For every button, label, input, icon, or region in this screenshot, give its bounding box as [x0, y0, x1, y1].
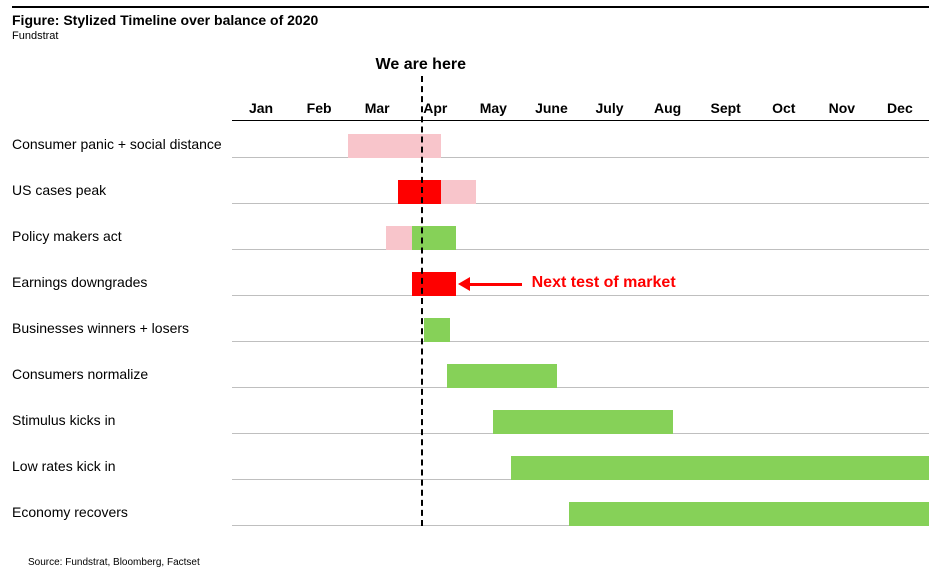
timeline-row: Consumers normalize: [12, 364, 929, 388]
timeline-segment: [493, 410, 673, 434]
month-label: June: [522, 96, 580, 120]
month-label: Oct: [755, 96, 813, 120]
timeline-segment: [412, 226, 456, 250]
month-label: May: [464, 96, 522, 120]
timeline-segment: [511, 456, 929, 480]
row-label: Policy makers act: [12, 228, 122, 244]
row-label: Businesses winners + losers: [12, 320, 189, 336]
timeline-segment: [412, 272, 456, 296]
row-label: US cases peak: [12, 182, 106, 198]
row-label: Consumers normalize: [12, 366, 148, 382]
timeline-row: Businesses winners + losers: [12, 318, 929, 342]
callout-text: Next test of market: [532, 274, 676, 292]
timeline-segment: [398, 180, 442, 204]
row-axis: [232, 295, 929, 296]
figure-subtitle: Fundstrat: [12, 30, 58, 42]
month-label: Mar: [348, 96, 406, 120]
month-label: Dec: [871, 96, 929, 120]
row-label: Low rates kick in: [12, 458, 115, 474]
timeline-segment: [569, 502, 929, 526]
top-rule: [12, 6, 929, 8]
callout-arrow: [468, 283, 522, 286]
source-text: Source: Fundstrat, Bloomberg, Factset: [28, 557, 200, 568]
we-are-here-label: We are here: [376, 56, 466, 74]
timeline-segment: [447, 364, 557, 388]
row-axis: [232, 203, 929, 204]
month-label: Jan: [232, 96, 290, 120]
timeline-row: Stimulus kicks in: [12, 410, 929, 434]
month-label: Nov: [813, 96, 871, 120]
timeline-row: Consumer panic + social distance: [12, 134, 929, 158]
row-axis: [232, 249, 929, 250]
month-header: JanFebMarAprMayJuneJulyAugSeptOctNovDec: [232, 96, 929, 121]
row-label: Earnings downgrades: [12, 274, 147, 290]
now-marker-line: [421, 76, 423, 526]
timeline-segment: [348, 134, 441, 158]
row-label: Consumer panic + social distance: [12, 136, 222, 152]
timeline-row: Policy makers act: [12, 226, 929, 250]
timeline-segment: [424, 318, 450, 342]
timeline-row: US cases peak: [12, 180, 929, 204]
timeline-chart: JanFebMarAprMayJuneJulyAugSeptOctNovDec W…: [12, 56, 929, 548]
timeline-row: Economy recovers: [12, 502, 929, 526]
row-axis: [232, 341, 929, 342]
month-label: Aug: [639, 96, 697, 120]
page: Figure: Stylized Timeline over balance o…: [0, 0, 941, 576]
timeline-row: Low rates kick in: [12, 456, 929, 480]
timeline-segment: [386, 226, 412, 250]
month-label: July: [580, 96, 638, 120]
figure-title: Figure: Stylized Timeline over balance o…: [12, 12, 318, 28]
timeline-segment: [441, 180, 476, 204]
month-label: Apr: [406, 96, 464, 120]
callout-arrow-head: [458, 277, 470, 291]
month-label: Sept: [697, 96, 755, 120]
month-label: Feb: [290, 96, 348, 120]
row-label: Economy recovers: [12, 504, 128, 520]
row-label: Stimulus kicks in: [12, 412, 115, 428]
row-axis: [232, 157, 929, 158]
row-axis: [232, 387, 929, 388]
